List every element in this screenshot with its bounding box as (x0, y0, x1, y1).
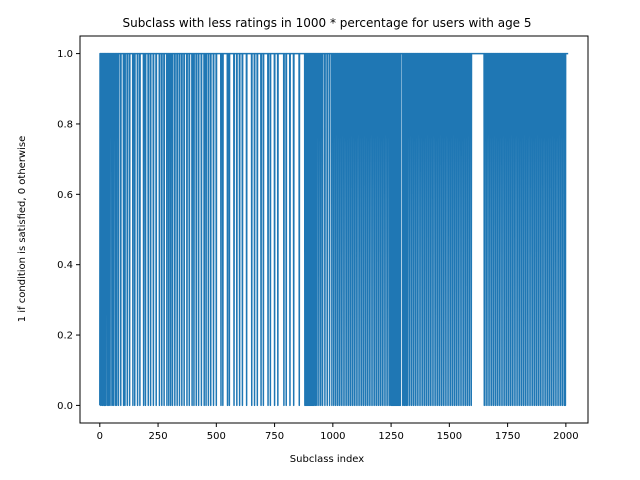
x-tick-label: 1750 (495, 431, 520, 442)
y-tick-label: 0.0 (57, 401, 73, 412)
x-tick-label: 2000 (553, 431, 578, 442)
x-axis: 0 250 500 750 1000 1250 1500 1750 2000 (97, 423, 579, 442)
chart-title: Subclass with less ratings in 1000 * per… (122, 16, 531, 30)
x-tick-label: 500 (207, 431, 226, 442)
y-axis-label: 1 if condition is satisfied, 0 otherwise (17, 136, 28, 323)
axes-frame (79, 35, 589, 424)
x-tick-label: 1500 (437, 431, 462, 442)
x-tick-label: 0 (97, 431, 103, 442)
x-axis-label: Subclass index (290, 454, 364, 465)
series-layer (99, 52, 569, 407)
x-tick-label: 750 (265, 431, 284, 442)
y-tick-label: 0.4 (57, 260, 73, 271)
y-tick-label: 0.8 (57, 119, 73, 130)
y-tick-label: 0.6 (57, 190, 73, 201)
y-tick-label: 1.0 (57, 49, 73, 60)
series-line (99, 52, 569, 407)
x-tick-label: 1000 (320, 431, 345, 442)
y-tick-label: 0.2 (57, 331, 73, 342)
y-axis: 0.0 0.2 0.4 0.6 0.8 1.0 (57, 49, 80, 412)
x-tick-label: 1250 (378, 431, 403, 442)
x-tick-label: 250 (149, 431, 168, 442)
